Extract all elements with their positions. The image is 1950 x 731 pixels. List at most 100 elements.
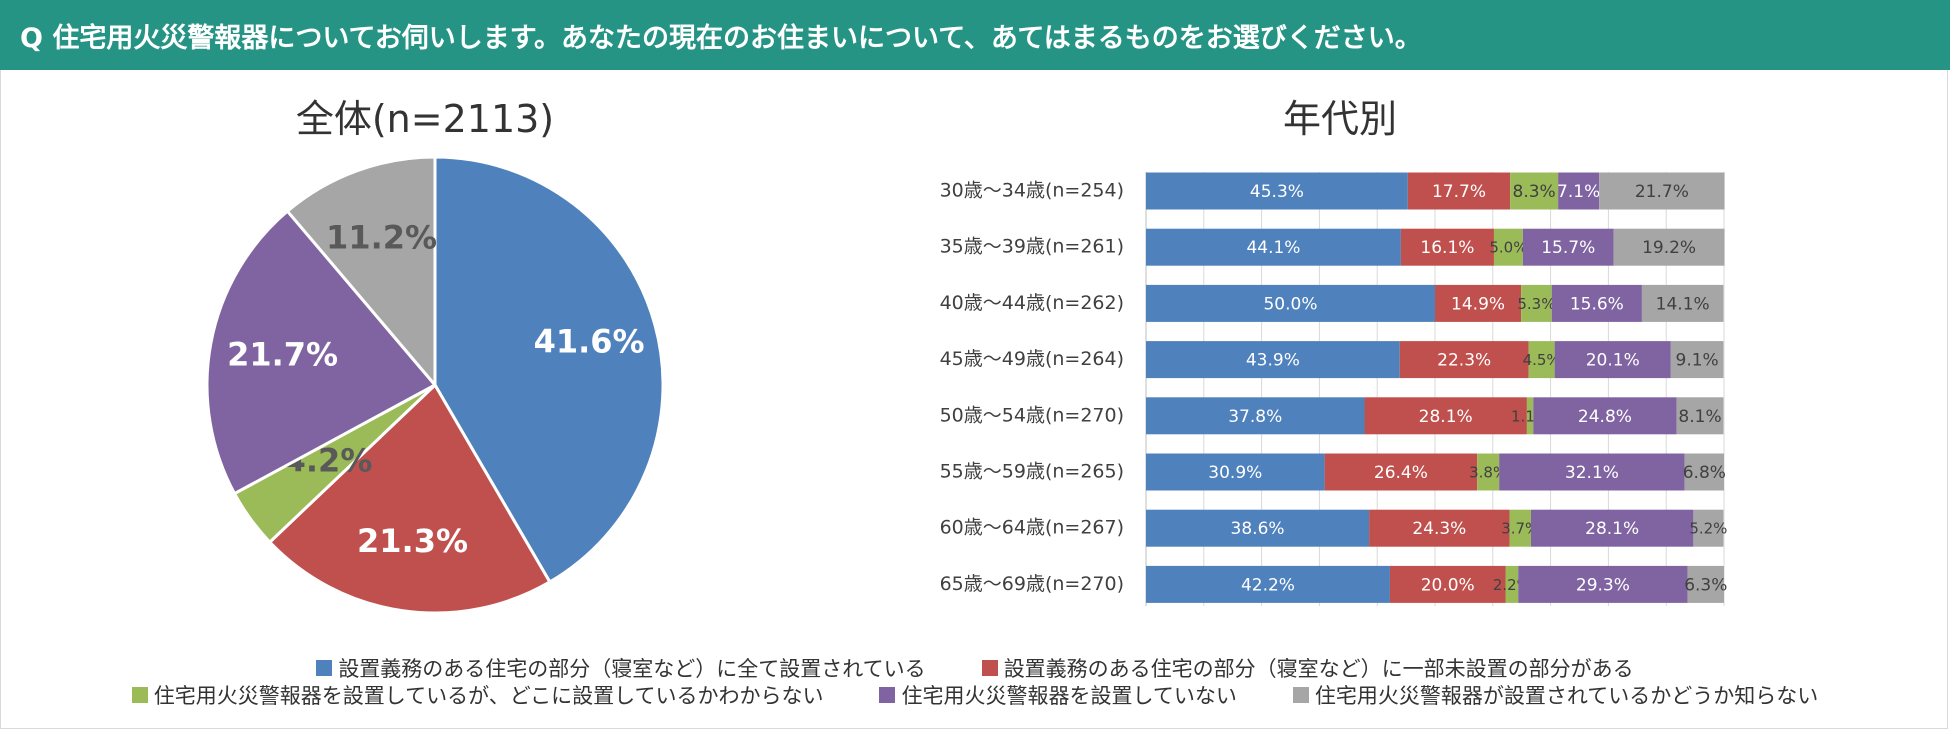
bar-segment [1146, 341, 1400, 379]
bar-data-label: 24.3% [1412, 519, 1466, 539]
legend-row-2: 住宅用火災警報器を設置しているが、どこに設置しているかわからない 住宅用火災警報… [0, 680, 1950, 710]
bar-data-label: 9.1% [1676, 351, 1719, 371]
bar-segment [1146, 509, 1370, 547]
bar-data-label: 8.1% [1678, 407, 1721, 427]
bar-segment [1613, 228, 1725, 266]
bar-segment [1369, 509, 1510, 547]
bar-data-label: 5.2% [1689, 520, 1727, 538]
bar-segment [1146, 397, 1365, 435]
bar-segment [1399, 341, 1529, 379]
bar-data-label: 6.3% [1684, 575, 1727, 595]
bar-data-label: 24.8% [1578, 407, 1632, 427]
legend-label: 住宅用火災警報器を設置しているが、どこに設置しているかわからない [153, 684, 824, 708]
bar-segment [1554, 341, 1671, 379]
pie-slice [205, 209, 438, 496]
bar-segment [1521, 284, 1552, 322]
bar-data-label: 3.7% [1501, 520, 1539, 538]
question-title: Q 住宅用火災警報器についてお伺いします。あなたの現在のお住まいについて、あては… [20, 22, 1422, 54]
legend-item: 住宅用火災警報器を設置していない [879, 680, 1237, 710]
bar-data-label: 8.3% [1513, 182, 1556, 202]
bar-segment [1505, 565, 1519, 603]
bar-data-label: 28.1% [1585, 519, 1639, 539]
legend-swatch [1292, 687, 1309, 703]
bar-segment [1509, 509, 1531, 547]
category-label: 35歳～39歳(n=261) [940, 236, 1124, 258]
pie-slice [285, 155, 437, 390]
category-label: 65歳～69歳(n=270) [940, 573, 1124, 595]
bar-segment [1146, 284, 1435, 322]
bar-segment [1687, 565, 1724, 603]
legend-item: 設置義務のある住宅の部分（寝室など）に全て設置されている [316, 653, 926, 683]
bar-data-label: 45.3% [1250, 182, 1304, 202]
legend-item: 住宅用火災警報器が設置されているかどうか知らない [1292, 680, 1819, 710]
legend-row-1: 設置義務のある住宅の部分（寝室など）に全て設置されている 設置義務のある住宅の部… [0, 653, 1950, 683]
legend-item: 住宅用火災警報器を設置しているが、どこに設置しているかわからない [131, 680, 824, 710]
legend-swatch [131, 687, 148, 703]
category-label: 55歳～59歳(n=265) [940, 461, 1124, 483]
pie-data-label: 11.2% [326, 218, 437, 256]
bar-segment [1510, 172, 1559, 210]
bar-data-label: 3.8% [1469, 464, 1507, 482]
legend-label: 住宅用火災警報器が設置されているかどうか知らない [1314, 684, 1819, 708]
bar-data-label: 15.7% [1541, 238, 1595, 258]
bar-segment [1530, 509, 1694, 547]
bar-segment [1324, 453, 1478, 491]
bar-segment [1641, 284, 1724, 322]
bar-segment [1522, 228, 1614, 266]
pie-data-label: 41.6% [534, 322, 645, 360]
bar-segment [1676, 397, 1724, 435]
bar-data-label: 4.5% [1523, 351, 1561, 369]
bar-data-label: 26.4% [1374, 463, 1428, 483]
bar-segment [1146, 453, 1325, 491]
bar-data-label: 7.1% [1557, 182, 1600, 202]
bar-data-label: 32.1% [1565, 463, 1619, 483]
category-label: 60歳～64歳(n=267) [940, 517, 1124, 539]
bar-segment [1146, 228, 1401, 266]
category-label: 50歳～54歳(n=270) [940, 404, 1124, 426]
bar-data-label: 15.6% [1570, 294, 1624, 314]
bar-chart-title: 年代別 [1282, 97, 1397, 141]
bar-data-label: 37.8% [1228, 407, 1282, 427]
bar-data-label: 19.2% [1642, 238, 1696, 258]
bar-segment [1599, 172, 1725, 210]
pie-slice [267, 382, 552, 615]
bar-data-label: 30.9% [1208, 463, 1262, 483]
bar-data-label: 16.1% [1420, 238, 1474, 258]
bar-data-label: 28.1% [1419, 407, 1473, 427]
bar-segment [1435, 284, 1522, 322]
chart-frame [0, 70, 1948, 729]
bar-data-label: 29.3% [1576, 575, 1630, 595]
bar-segment [1693, 509, 1724, 547]
bar-data-label: 17.7% [1432, 182, 1486, 202]
bar-segment [1558, 172, 1600, 210]
pie-slice [433, 155, 665, 585]
bar-segment [1389, 565, 1506, 603]
bar-segment [1526, 397, 1534, 435]
bar-segment [1533, 397, 1677, 435]
bar-data-label: 50.0% [1263, 294, 1317, 314]
bar-data-label: 20.1% [1586, 351, 1640, 371]
bar-data-label: 5.0% [1489, 239, 1527, 257]
legend-label: 設置義務のある住宅の部分（寝室など）に一部未設置の部分がある [1003, 657, 1634, 681]
bar-segment [1400, 228, 1494, 266]
legend-item: 設置義務のある住宅の部分（寝室など）に一部未設置の部分がある [981, 653, 1634, 683]
bar-data-label: 22.3% [1437, 351, 1491, 371]
bar-segment [1364, 397, 1527, 435]
bar-data-label: 44.1% [1246, 238, 1300, 258]
bar-data-label: 6.8% [1683, 463, 1726, 483]
bar-data-label: 14.1% [1656, 294, 1710, 314]
bar-data-label: 43.9% [1246, 351, 1300, 371]
category-label: 30歳～34歳(n=254) [940, 180, 1124, 202]
pie-chart-title: 全体(n=2113) [295, 97, 555, 141]
legend-swatch [879, 687, 896, 703]
pie-data-label: 21.7% [227, 335, 338, 373]
bar-segment [1146, 565, 1390, 603]
bar-data-label: 14.9% [1451, 294, 1505, 314]
bar-segment [1477, 453, 1500, 491]
header-bar: Q 住宅用火災警報器についてお伺いします。あなたの現在のお住まいについて、あては… [0, 0, 1950, 70]
bar-segment [1551, 284, 1642, 322]
bar-data-label: 38.6% [1231, 519, 1285, 539]
legend-label: 設置義務のある住宅の部分（寝室など）に全て設置されている [338, 657, 926, 681]
bar-segment [1518, 565, 1688, 603]
bar-segment [1670, 341, 1724, 379]
